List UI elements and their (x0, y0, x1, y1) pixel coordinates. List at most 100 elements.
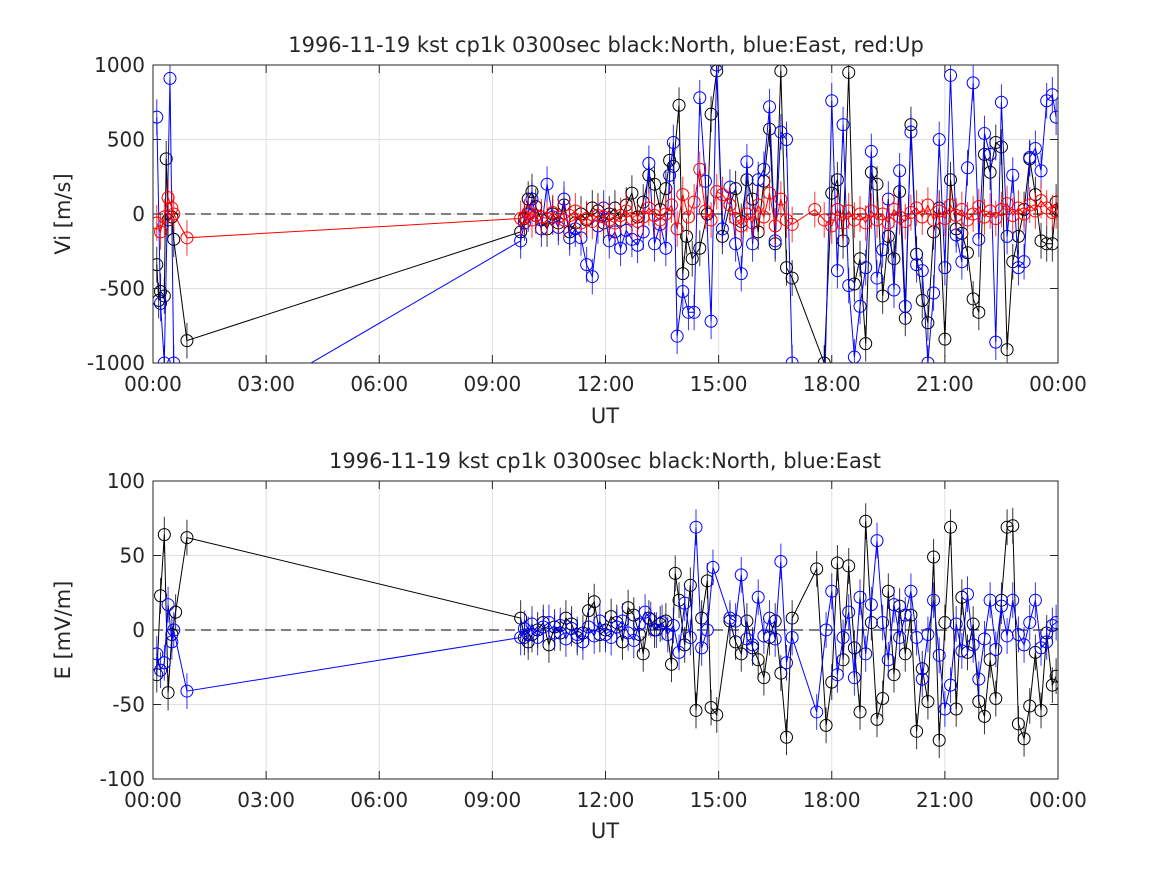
velocity-east-point (1028, 141, 1042, 155)
velocity-east-point (757, 162, 771, 176)
efield-east-point (768, 632, 782, 646)
velocity-north-point (1011, 229, 1025, 243)
velocity-north-point (830, 173, 844, 187)
efield-east-point (994, 599, 1008, 613)
velocity-east-point (734, 267, 748, 281)
velocity-north-point (944, 173, 958, 187)
velocity-east-point (663, 168, 677, 182)
velocity-xtick-label: 21:00 (916, 372, 974, 396)
velocity-panel-title: 1996-11-19 kst cp1k 0300sec black:North,… (288, 33, 924, 57)
velocity-east-point (977, 127, 991, 141)
velocity-data (153, 65, 1058, 444)
velocity-up-point (687, 195, 701, 209)
velocity-east-point (1006, 168, 1020, 182)
velocity-east-point (825, 94, 839, 108)
velocity-east-point (1049, 110, 1058, 124)
efield-north-point (910, 724, 924, 738)
velocity-east-point (177, 432, 189, 444)
velocity-up-point (693, 162, 707, 176)
velocity-east-point (859, 261, 873, 275)
efield-east-point (921, 627, 935, 641)
velocity-east-point (1045, 88, 1058, 102)
velocity-up-point (664, 198, 678, 212)
velocity-north-point (672, 98, 686, 112)
efield-east-line (156, 527, 1057, 713)
efield-north-point (870, 712, 884, 726)
velocity-east-point (842, 279, 856, 293)
velocity-north-point (915, 293, 929, 307)
velocity-up-point (774, 192, 788, 206)
velocity-north-point (680, 229, 694, 243)
efield-east-point (683, 630, 697, 644)
efield-north-point (169, 605, 183, 619)
efield-ytick-label: 50 (120, 544, 145, 568)
efield-xtick-label: 09:00 (464, 788, 522, 812)
velocity-east-point (153, 110, 164, 124)
velocity-east-point (1034, 164, 1048, 178)
efield-north-point (819, 718, 833, 732)
velocity-north-point (817, 356, 831, 363)
velocity-up-point (180, 231, 194, 245)
efield-east-point (825, 584, 839, 598)
velocity-north-point (693, 241, 707, 255)
velocity-up-point (704, 213, 718, 227)
efield-north-point (154, 589, 168, 603)
velocity-north-point (774, 65, 788, 78)
velocity-east-point (740, 155, 754, 169)
efield-east-point (161, 598, 175, 612)
efield-data (153, 503, 1058, 759)
velocity-north-point (157, 289, 171, 303)
efield-xtick-label: 15:00 (690, 788, 748, 812)
velocity-up-point (808, 203, 822, 217)
efield-east-point (870, 534, 884, 548)
efield-north-point (932, 733, 946, 747)
efield-panel-ylabel: E [mV/m] (51, 581, 75, 680)
velocity-north-point (887, 252, 901, 266)
efield-north-point (157, 528, 171, 542)
efield-east-point (955, 644, 969, 658)
efield-xtick-label: 06:00 (350, 788, 408, 812)
velocity-east-point (818, 402, 830, 414)
velocity-north-point (180, 334, 194, 348)
efield-east-point (847, 671, 861, 685)
velocity-east-point (763, 100, 777, 114)
efield-north-point (180, 531, 194, 545)
efield-east-point (774, 554, 788, 568)
velocity-east-point (938, 261, 952, 275)
efield-ytick-label: 0 (132, 618, 145, 642)
velocity-north-point (153, 258, 164, 272)
velocity-up-point (525, 213, 539, 227)
efield-east-point (780, 656, 793, 670)
velocity-up-point (165, 201, 179, 215)
efield-north-point (1006, 519, 1020, 533)
velocity-east-point (540, 177, 554, 191)
efield-east-point (180, 684, 194, 698)
efield-north-point (944, 520, 958, 534)
efield-north-point (1045, 678, 1058, 692)
velocity-east-point (836, 118, 850, 132)
velocity-east-point (704, 314, 718, 328)
efield-east-point (153, 647, 164, 661)
velocity-up-point (757, 210, 771, 224)
velocity-east-point (154, 296, 168, 310)
efield-east-point (989, 642, 1003, 656)
efield-panel: 1996-11-19 kst cp1k 0300sec black:North,… (51, 449, 1087, 843)
efield-east-point (1045, 619, 1058, 633)
velocity-up-point (1049, 204, 1058, 218)
velocity-ytick-label: -1000 (87, 351, 145, 375)
efield-east-point (785, 630, 799, 644)
velocity-north-point (994, 140, 1008, 154)
efield-north-point (876, 692, 890, 706)
efield-east-point (167, 623, 181, 637)
efield-east-point (672, 645, 686, 659)
efield-east-point (932, 648, 946, 662)
velocity-east-point (676, 284, 690, 298)
efield-north-point (859, 514, 873, 528)
efield-east-point (887, 598, 901, 612)
efield-east-point (983, 593, 997, 607)
velocity-east-point (870, 271, 884, 285)
velocity-up-point (157, 210, 171, 224)
velocity-east-point (921, 356, 935, 363)
velocity-north-point (859, 337, 873, 351)
velocity-up-point (785, 217, 799, 231)
